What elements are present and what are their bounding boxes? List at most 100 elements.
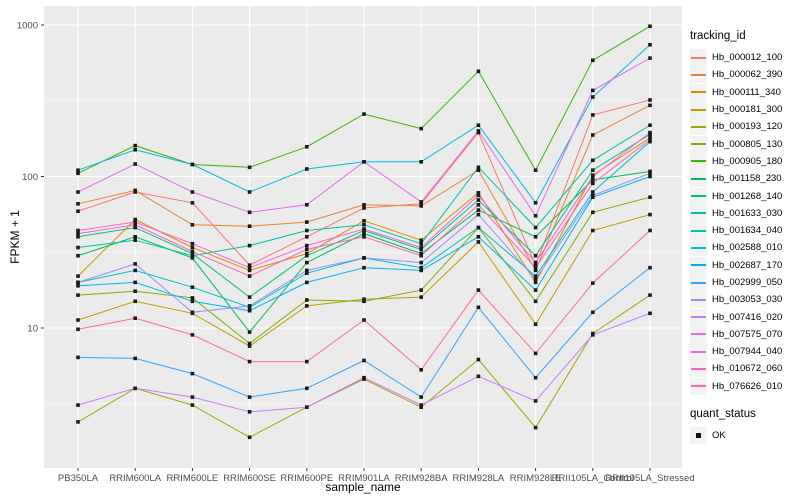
x-tick-label: RRIM928LE [510, 473, 562, 484]
legend-color-line [691, 333, 706, 336]
data-point [591, 178, 595, 182]
legend-item: Hb_000111_340 [690, 83, 800, 101]
data-point [419, 200, 423, 204]
data-point [133, 143, 137, 148]
data-point [305, 228, 309, 233]
legend-item: Hb_000805_130 [690, 135, 800, 153]
data-point [362, 235, 366, 239]
data-point [133, 262, 137, 266]
data-point [419, 403, 423, 407]
x-tick-label: RRIM928LA [453, 473, 505, 484]
legend-item-label: Hb_001158_230 [712, 173, 782, 185]
data-point [362, 203, 366, 207]
data-point [419, 247, 423, 252]
data-point [419, 288, 423, 292]
data-point [133, 162, 137, 166]
legend-item: Hb_000062_390 [690, 66, 800, 84]
x-tick-label: RRIM928BA [395, 473, 448, 484]
data-point [362, 297, 366, 301]
data-point [591, 88, 595, 93]
legend-item-label: Hb_002999_050 [712, 277, 783, 288]
legend-color-line [691, 177, 706, 180]
data-point [419, 405, 423, 409]
legend-key-box [690, 360, 707, 378]
legend-title-quant-status: quant_status [690, 407, 756, 420]
legend-item-label: Hb_076626_010 [712, 380, 783, 392]
y-tick-label: 100 [22, 172, 38, 183]
data-point [76, 280, 80, 285]
legend-key-box [690, 83, 707, 101]
data-point [362, 227, 366, 231]
data-point [419, 202, 423, 206]
data-point [362, 223, 366, 227]
data-point [76, 202, 80, 206]
data-point [591, 158, 595, 163]
data-point [305, 260, 309, 265]
data-point [648, 137, 652, 142]
legend-item-label: Hb_000905_180 [712, 155, 783, 167]
data-point [648, 43, 652, 47]
legend-color-line [691, 385, 706, 388]
legend-key-box [690, 152, 707, 170]
legend-item: Hb_007416_020 [690, 308, 800, 326]
x-tick-label: RRIM901LA [338, 473, 390, 484]
data-point [76, 274, 80, 278]
legend-color-line [691, 229, 706, 232]
data-point [533, 399, 538, 403]
y-axis-title: FPKM + 1 [8, 210, 22, 264]
data-point [476, 193, 481, 198]
legend-item-list: Hb_000012_100 Hb_000062_390 Hb_000111_340 H… [690, 49, 800, 395]
data-point [533, 214, 538, 218]
data-point [190, 253, 195, 258]
x-tick-label: RRIM600PE [280, 473, 333, 484]
legend-color-line [691, 316, 706, 319]
data-point [648, 212, 652, 217]
data-point [648, 103, 652, 108]
data-point [533, 235, 538, 239]
data-point [362, 219, 366, 223]
data-point [533, 322, 538, 326]
data-point [648, 174, 652, 179]
data-point [362, 112, 366, 116]
data-point [648, 136, 652, 140]
data-point [476, 305, 481, 310]
data-point [591, 174, 595, 179]
data-point [247, 263, 252, 267]
legend-color-line [691, 212, 706, 215]
legend-key-box [690, 308, 707, 326]
y-tick-label: 1000 [17, 21, 38, 32]
legend-item: Hb_007575_070 [690, 325, 800, 343]
data-point [190, 296, 195, 300]
data-point [648, 171, 652, 176]
data-point [76, 420, 80, 424]
data-point [190, 256, 195, 260]
data-point [648, 130, 652, 135]
x-tick-label: RRIM600LE [167, 473, 219, 484]
data-point [76, 235, 80, 239]
legend-item: Hb_002588_010 [690, 239, 800, 257]
data-point [591, 58, 595, 63]
legend-item-label: Hb_007416_020 [712, 311, 783, 323]
data-point [533, 225, 538, 230]
data-point [305, 386, 309, 391]
data-point [648, 293, 652, 297]
data-point [247, 210, 252, 215]
data-point [76, 171, 80, 176]
data-point [533, 260, 538, 265]
data-point [476, 123, 481, 127]
quant-status-legend: quant_status OK [690, 407, 800, 445]
legend-item: Hb_010672_060 [690, 360, 800, 378]
data-point [247, 330, 252, 334]
data-point [133, 223, 137, 227]
legend-key-box [690, 377, 707, 395]
legend-color-line [691, 143, 706, 146]
legend-key-box [690, 204, 707, 222]
data-point [419, 204, 423, 208]
data-point [305, 268, 309, 273]
legend: tracking_id Hb_000012_100 Hb_000062_390 Hb… [690, 30, 800, 445]
data-point [133, 235, 137, 239]
data-point [648, 56, 652, 60]
data-point [133, 268, 137, 273]
legend-item-label: Hb_000805_130 [712, 138, 783, 150]
